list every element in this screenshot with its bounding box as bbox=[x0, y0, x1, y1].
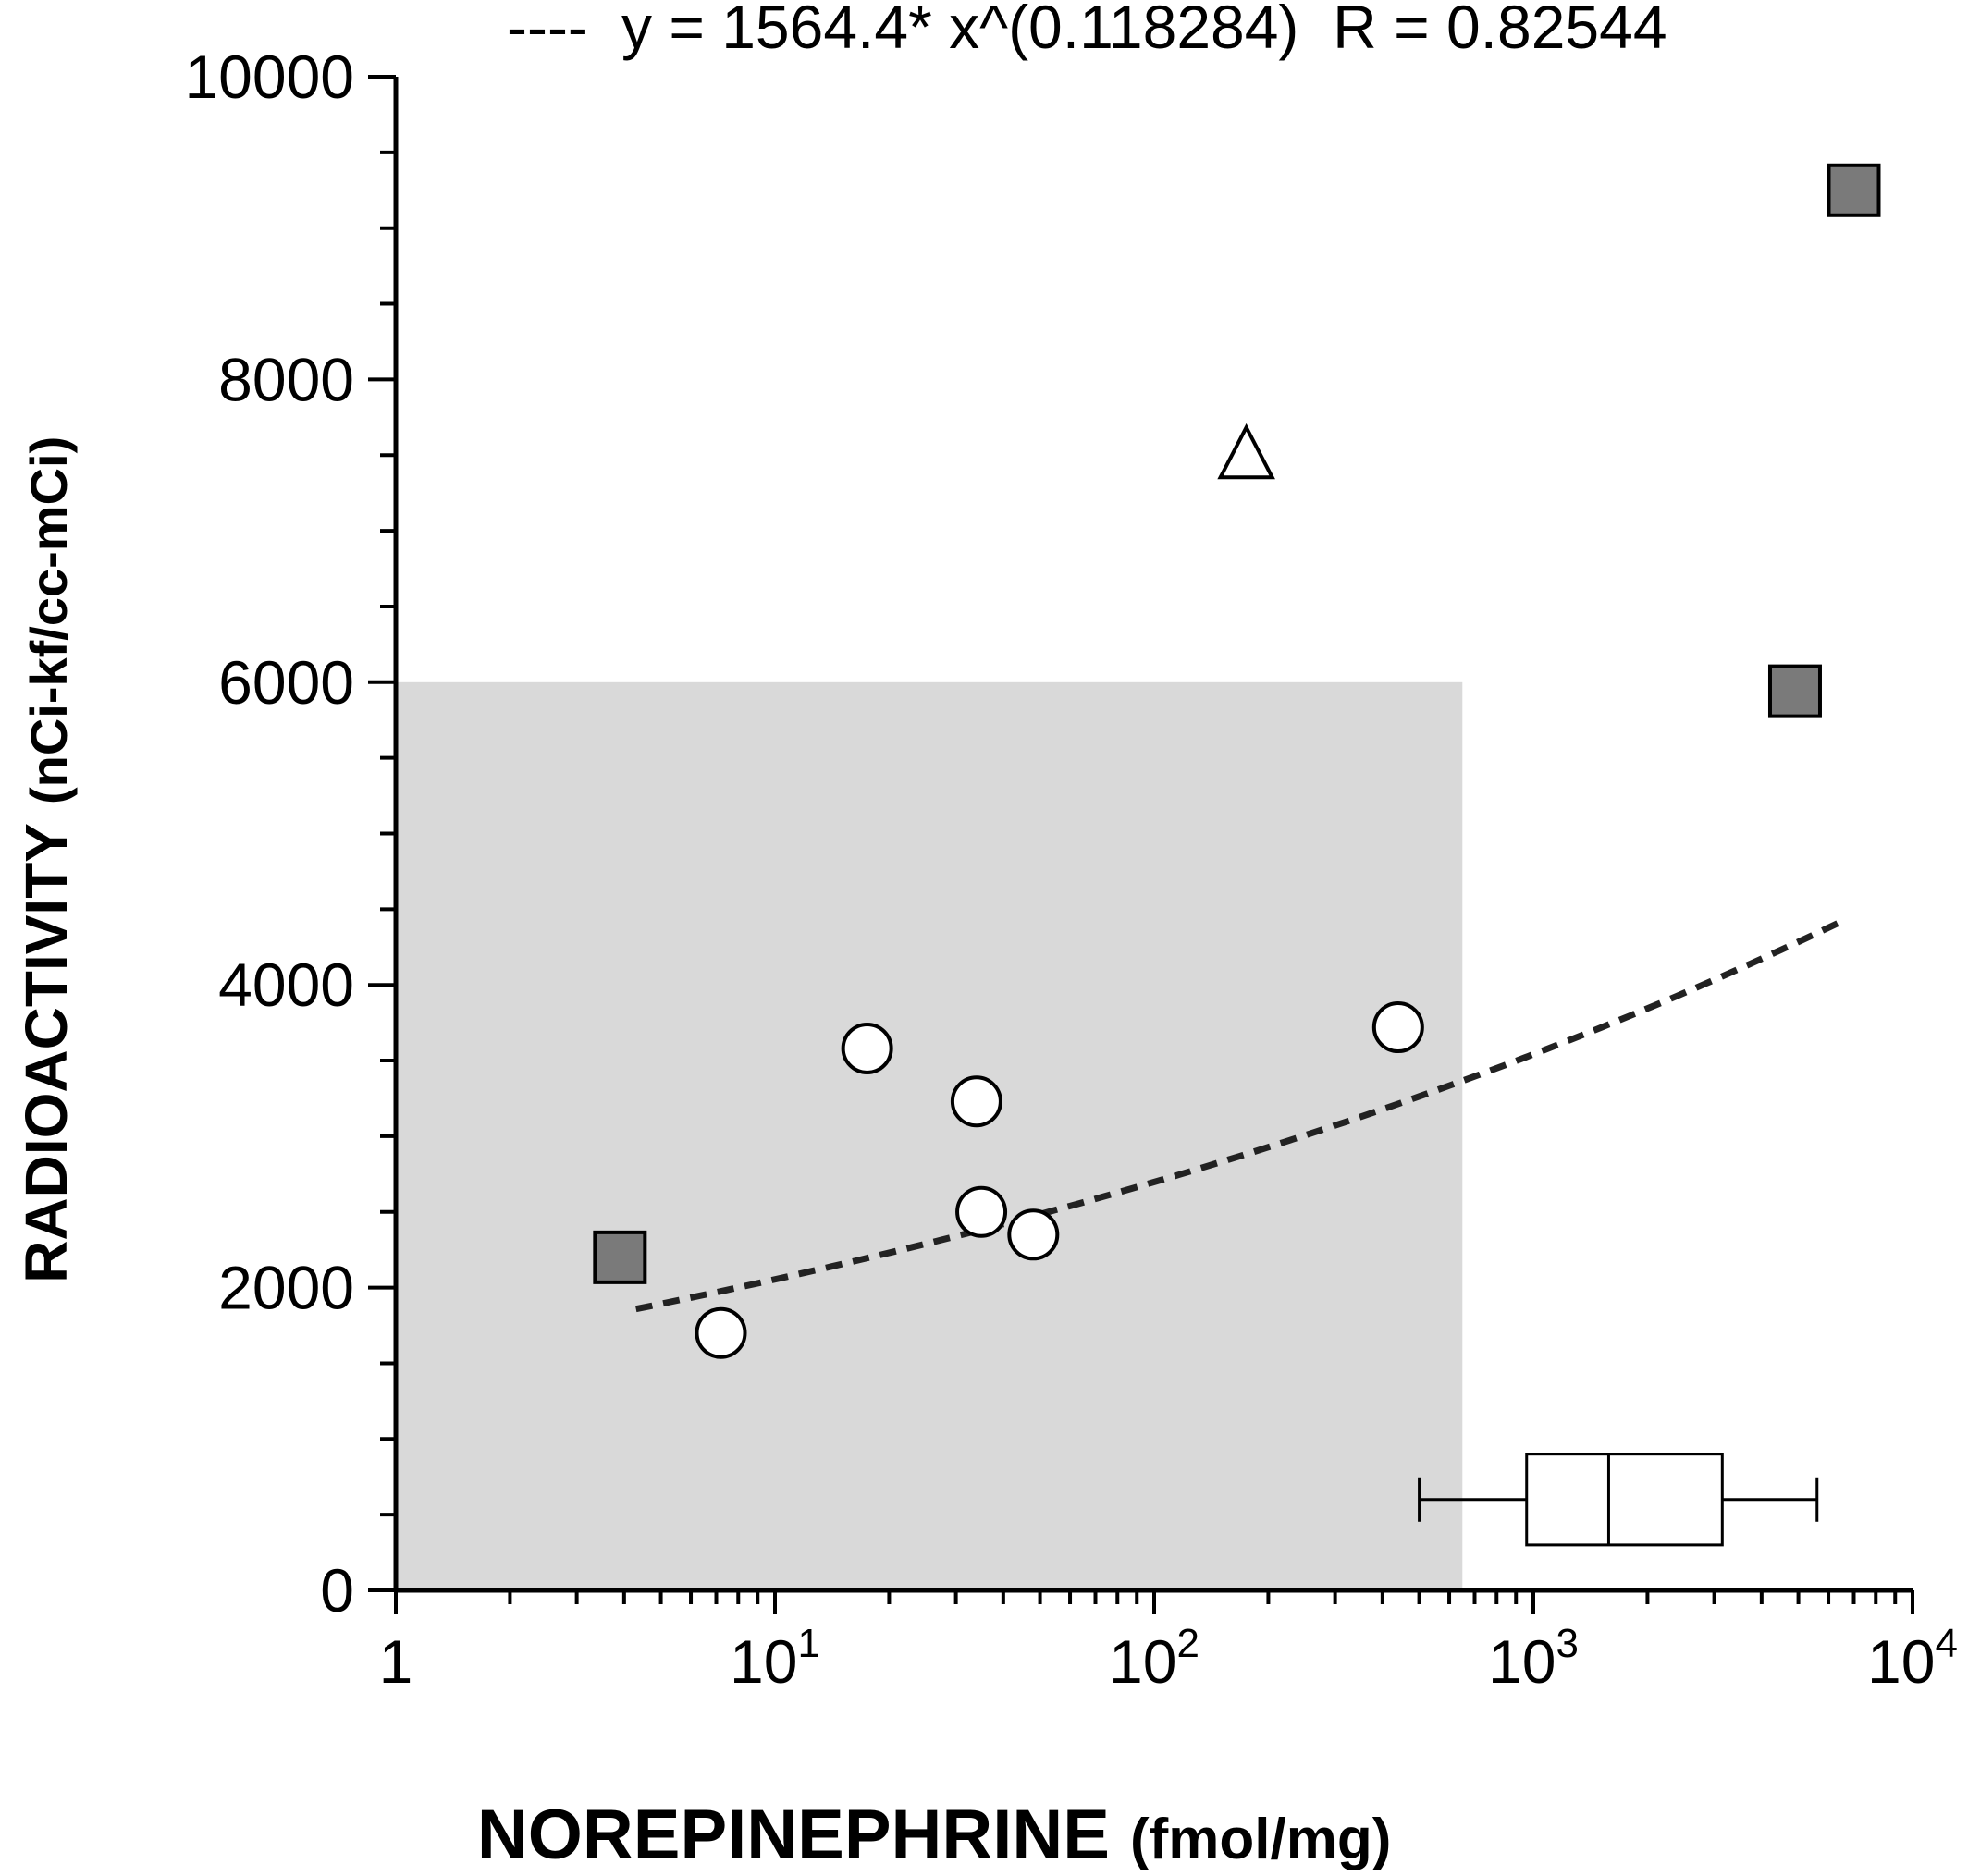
x-tick-label: 103 bbox=[1488, 1621, 1579, 1696]
y-tick-label: 2000 bbox=[218, 1254, 354, 1322]
x-axis-title: NOREPINEPHRINE bbox=[477, 1796, 1110, 1874]
circle-point bbox=[955, 1185, 1008, 1238]
x-tick-label: 1 bbox=[379, 1627, 413, 1696]
y-tick-label: 6000 bbox=[218, 648, 354, 717]
data-points bbox=[593, 163, 1881, 1359]
circle-point bbox=[1371, 1001, 1424, 1054]
square-point bbox=[593, 1230, 647, 1284]
fit-legend-equation: y = 1564.4* x^(0.118284) R = 0.82544 bbox=[621, 0, 1667, 61]
boxplot bbox=[1418, 1453, 1819, 1547]
y-axis-ticks: 0 2000 4000 6000 8000 10000 bbox=[184, 43, 396, 1625]
triangle-point bbox=[1217, 423, 1275, 480]
y-tick-label: 0 bbox=[320, 1556, 354, 1625]
square-point bbox=[1767, 664, 1822, 718]
shaded-region bbox=[396, 681, 1463, 1590]
y-axis-unit: (nCi-kf/cc-mCi) bbox=[19, 436, 78, 804]
x-tick-label: 104 bbox=[1867, 1621, 1958, 1696]
x-axis-ticks: 1 101 102 103 104 bbox=[379, 1590, 1958, 1696]
x-axis-unit: (fmol/mg) bbox=[1130, 1808, 1391, 1871]
circle-point bbox=[1007, 1208, 1060, 1261]
boxplot-box bbox=[1525, 1453, 1724, 1547]
circle-point bbox=[695, 1306, 747, 1359]
fit-legend-prefix: ---- bbox=[507, 0, 588, 61]
power-fit-curve bbox=[635, 918, 1843, 1313]
circle-point bbox=[950, 1075, 1002, 1128]
square-point bbox=[1827, 163, 1881, 217]
x-tick-label: 102 bbox=[1109, 1621, 1199, 1696]
circle-point bbox=[841, 1022, 893, 1074]
y-tick-label: 4000 bbox=[218, 950, 354, 1019]
y-tick-label: 10000 bbox=[184, 43, 354, 111]
y-tick-label: 8000 bbox=[218, 345, 354, 413]
y-axis-title: RADIOACTIVITY bbox=[13, 823, 80, 1283]
x-tick-label: 101 bbox=[730, 1621, 820, 1696]
